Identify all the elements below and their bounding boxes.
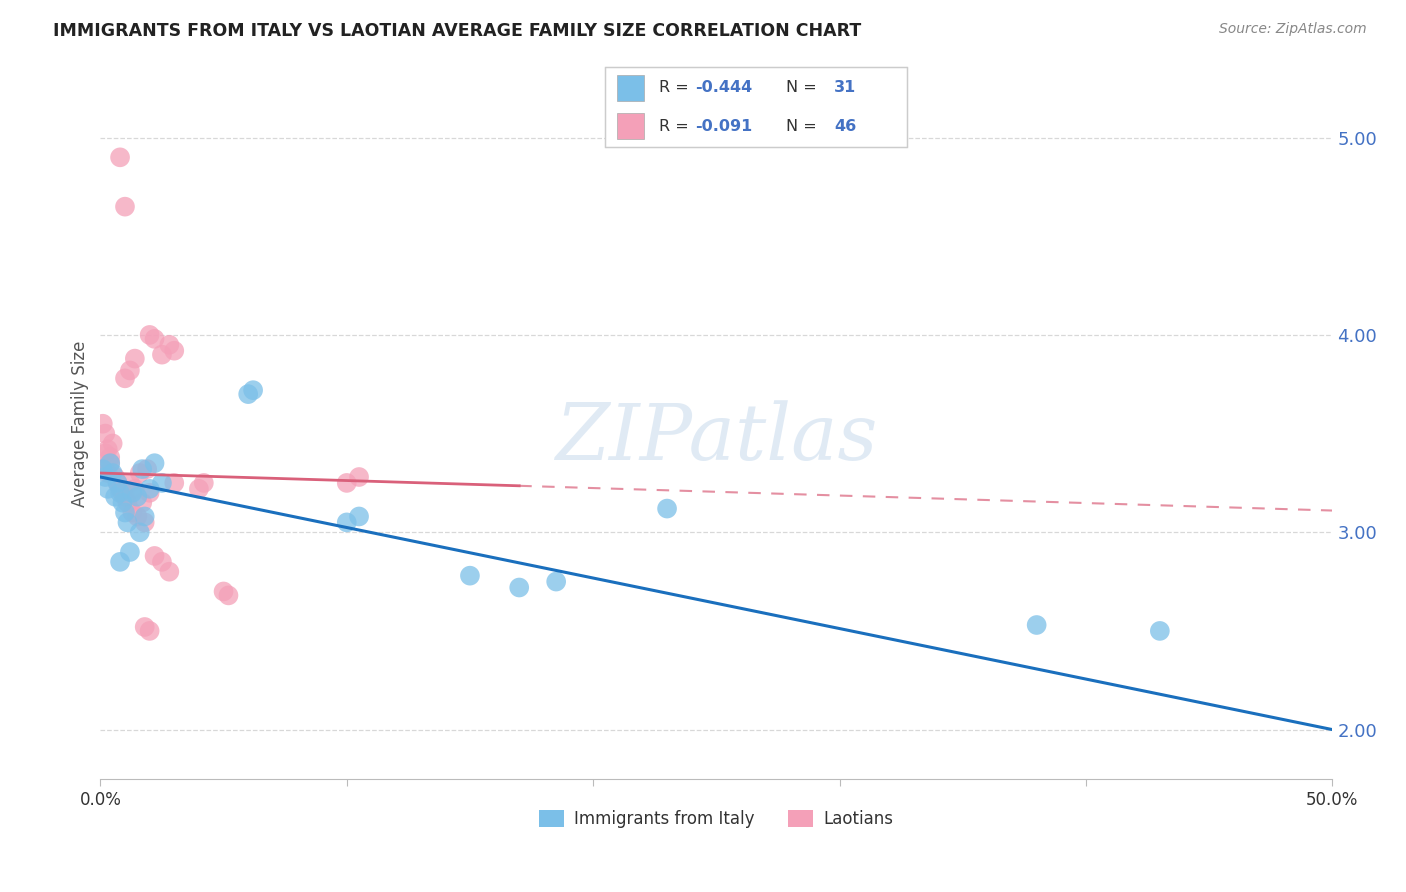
Point: [150, 475, 173, 490]
Point: [101, 436, 124, 450]
Legend: Immigrants from Italy, Laotians: Immigrants from Italy, Laotians: [533, 803, 900, 835]
Point: [150, 348, 173, 362]
Text: N =: N =: [786, 119, 823, 134]
Point: [1025, 618, 1047, 632]
Point: [108, 482, 131, 496]
Point: [114, 490, 136, 504]
Point: [1149, 624, 1171, 638]
Point: [98, 450, 121, 465]
Point: [108, 555, 131, 569]
Point: [94, 446, 117, 460]
Point: [101, 466, 124, 480]
Point: [163, 475, 186, 490]
Text: -0.091: -0.091: [696, 119, 752, 134]
Point: [143, 456, 166, 470]
Point: [104, 490, 127, 504]
Point: [97, 482, 120, 496]
Point: [193, 475, 215, 490]
Point: [117, 496, 139, 510]
Text: R =: R =: [659, 119, 695, 134]
Point: [121, 506, 143, 520]
Point: [546, 574, 568, 589]
Text: -0.444: -0.444: [696, 80, 752, 95]
Point: [107, 475, 129, 490]
Point: [134, 509, 156, 524]
Point: [128, 525, 150, 540]
Point: [136, 462, 159, 476]
Point: [118, 545, 141, 559]
Text: 31: 31: [834, 80, 856, 95]
Point: [138, 624, 160, 638]
Point: [242, 383, 264, 397]
Point: [108, 485, 131, 500]
Point: [91, 462, 114, 476]
Point: [114, 371, 136, 385]
Point: [336, 475, 359, 490]
Point: [347, 470, 370, 484]
Point: [218, 588, 240, 602]
Point: [94, 470, 117, 484]
Point: [91, 417, 114, 431]
Point: [238, 387, 260, 401]
Bar: [617, 75, 644, 101]
Point: [131, 496, 153, 510]
Point: [98, 456, 121, 470]
Point: [458, 568, 481, 582]
Point: [508, 581, 530, 595]
Point: [124, 482, 146, 496]
Text: 46: 46: [834, 119, 856, 134]
Point: [127, 509, 149, 524]
Point: [97, 466, 120, 480]
Point: [187, 482, 209, 496]
Text: R =: R =: [659, 80, 695, 95]
Point: [150, 555, 173, 569]
Text: IMMIGRANTS FROM ITALY VS LAOTIAN AVERAGE FAMILY SIZE CORRELATION CHART: IMMIGRANTS FROM ITALY VS LAOTIAN AVERAGE…: [53, 22, 862, 40]
Point: [131, 462, 153, 476]
Point: [163, 343, 186, 358]
Point: [111, 485, 134, 500]
Point: [108, 150, 131, 164]
Point: [94, 426, 117, 441]
Point: [118, 363, 141, 377]
Text: ZIPatlas: ZIPatlas: [555, 400, 877, 476]
Point: [121, 485, 143, 500]
Point: [128, 466, 150, 480]
Text: Source: ZipAtlas.com: Source: ZipAtlas.com: [1219, 22, 1367, 37]
Point: [134, 620, 156, 634]
Point: [98, 456, 121, 470]
Point: [336, 516, 359, 530]
Text: N =: N =: [786, 80, 823, 95]
Point: [118, 475, 141, 490]
Point: [97, 442, 120, 457]
Point: [91, 462, 114, 476]
Point: [127, 490, 149, 504]
Point: [143, 332, 166, 346]
Point: [347, 509, 370, 524]
Point: [107, 475, 129, 490]
Point: [138, 327, 160, 342]
Point: [104, 470, 127, 484]
Point: [655, 501, 678, 516]
Point: [134, 516, 156, 530]
Point: [111, 496, 134, 510]
Point: [138, 482, 160, 496]
Point: [138, 485, 160, 500]
Point: [157, 338, 180, 352]
Point: [157, 565, 180, 579]
Bar: [617, 113, 644, 139]
Point: [143, 549, 166, 563]
Y-axis label: Average Family Size: Average Family Size: [72, 341, 89, 507]
Point: [124, 351, 146, 366]
Point: [117, 516, 139, 530]
Point: [114, 200, 136, 214]
Point: [212, 584, 235, 599]
Point: [114, 506, 136, 520]
